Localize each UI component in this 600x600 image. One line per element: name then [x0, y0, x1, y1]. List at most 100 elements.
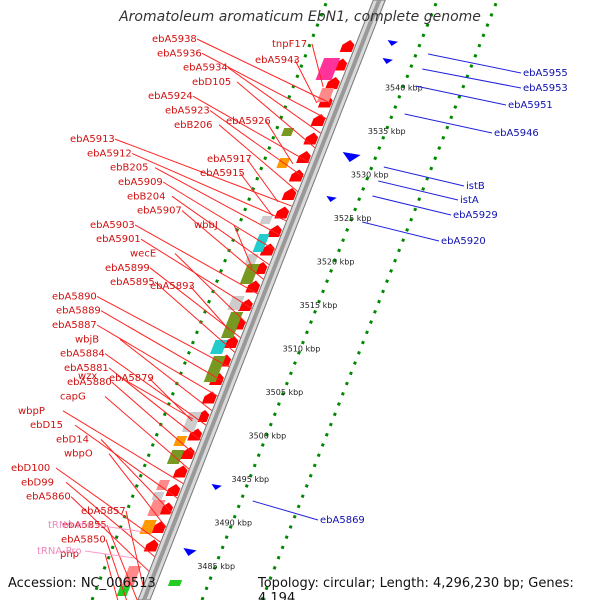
gene-label-left: ebA5887: [52, 320, 97, 331]
kbp-tick-label: 3540 kbp: [385, 84, 423, 93]
map-title: Aromatoleum aromaticum EbN1, complete ge…: [119, 9, 481, 25]
gene-label-leader: [55, 467, 161, 543]
gene-label-leader: [192, 95, 310, 163]
gene-label-leader: [65, 481, 155, 557]
gene-label-leader: [189, 285, 229, 330]
gene-label-left: ebA5936: [157, 48, 202, 59]
gene-label-left: ebA5857: [81, 506, 126, 517]
gene-label-left: ebD15: [30, 420, 63, 431]
gene-label-left: ebA5938: [152, 34, 197, 45]
accession-text: Accession: NC_006513: [8, 576, 156, 591]
gene-label-leader: [119, 338, 213, 411]
forward-gene-arrow: [310, 114, 326, 126]
gene-label-leader: [246, 158, 279, 203]
feature-block: [147, 500, 166, 516]
gene-label-leader: [227, 67, 321, 134]
reverse-gene-arrow: [382, 58, 393, 64]
feature-block: [121, 566, 142, 586]
feature-block: [156, 480, 170, 490]
gene-label-leader: [104, 553, 119, 600]
kbp-tick-label: 3515 kbp: [300, 301, 338, 310]
gene-label-left: pnp: [60, 549, 79, 560]
kbp-tick-label: 3495 kbp: [231, 475, 269, 484]
forward-gene-arrow: [325, 77, 340, 89]
gene-label-left: ebA5850: [61, 535, 106, 546]
gene-label-leader: [117, 375, 194, 420]
forward-gene-arrow: [296, 151, 311, 163]
gene-label-leader: [114, 138, 293, 207]
gene-label-leader: [239, 172, 273, 217]
gene-label-leader: [294, 59, 318, 104]
feature-block: [281, 128, 295, 136]
gene-label-left: ebA5880: [67, 377, 112, 388]
gene-label-mid: wzx: [78, 371, 97, 382]
reverse-gene-arrow: [211, 484, 222, 490]
gene-label-left: ebA5899: [105, 263, 150, 274]
gene-label-right: ebA5929: [453, 210, 498, 221]
gene-label-left: ebA5923: [165, 106, 210, 117]
dotted-guide-left: [90, 0, 329, 600]
feature-block: [151, 492, 165, 500]
reverse-gene-arrow: [183, 548, 197, 556]
gene-label-mid: wbbJ: [194, 220, 218, 231]
gene-label-left: ebA5934: [183, 63, 228, 74]
forward-gene-arrow: [259, 243, 275, 256]
gene-label-left: ebA5901: [96, 234, 141, 245]
kbp-tick-label: 3520 kbp: [317, 258, 355, 267]
gene-label-left: ebA5912: [87, 148, 132, 159]
gene-label-right: istB: [466, 181, 485, 192]
kbp-tick-label: 3490 kbp: [214, 519, 252, 528]
feature-block: [315, 58, 341, 80]
kbp-tick-label: 3510 kbp: [283, 345, 321, 354]
gene-label-leader: [105, 539, 128, 600]
gene-label-left: ebA5881: [64, 363, 109, 374]
gene-label-left: ebA5903: [90, 220, 135, 231]
forward-gene-arrow: [274, 206, 290, 219]
gene-label-mid: ebA5915: [200, 168, 245, 179]
gene-label-leader: [428, 53, 522, 74]
gene-label-left: wbpP: [18, 406, 45, 417]
gene-label-leader: [70, 496, 150, 572]
forward-gene-arrow: [187, 428, 203, 441]
feature-block: [167, 580, 183, 586]
kbp-tick-label: 3505 kbp: [266, 388, 304, 397]
gene-label-leader: [111, 381, 195, 455]
forward-gene-arrow: [303, 132, 319, 145]
rna-label: tRNA-His: [48, 520, 92, 531]
gene-label-leader: [383, 166, 465, 187]
gene-label-left: ebA5889: [56, 306, 101, 317]
gene-label-right: ebA5869: [320, 515, 365, 526]
gene-label-mid: ebA5917: [207, 154, 252, 165]
reverse-gene-arrow: [342, 152, 361, 162]
gene-label-left: ebA5907: [137, 206, 182, 217]
forward-gene-arrow: [339, 40, 355, 52]
genome-summary-text: Topology: circular; Length: 4,296,230 bp…: [258, 576, 574, 600]
forward-gene-arrow: [143, 539, 159, 552]
gene-label-leader: [106, 525, 138, 600]
gene-label-left: ebA5884: [60, 349, 105, 360]
gene-label-left: ebA5890: [52, 291, 97, 302]
gene-label-leader: [134, 224, 258, 295]
genome-backbone-core: [142, 0, 382, 600]
gene-label-mid: tnpF17: [272, 39, 307, 50]
gene-label-leader: [96, 295, 230, 368]
gene-label-right: istA: [460, 195, 479, 206]
forward-gene-arrow: [281, 188, 297, 200]
rna-label-leader: [84, 550, 135, 559]
gene-label-left: ebD105: [192, 77, 231, 88]
kbp-tick-label: 3535 kbp: [368, 127, 406, 136]
gene-label-leader: [104, 396, 190, 470]
gene-label-leader: [252, 500, 319, 521]
gene-label-leader: [404, 113, 493, 134]
gene-label-mid: ebA5943: [255, 55, 300, 66]
feature-block: [227, 296, 245, 310]
gene-label-leader: [108, 453, 167, 528]
gene-label-left: ebD100: [11, 463, 50, 474]
gene-label-leader: [162, 181, 276, 251]
gene-label-mid: ebA5926: [226, 116, 271, 127]
feature-block: [259, 216, 273, 224]
gene-label-right: ebA5946: [494, 128, 539, 139]
kbp-tick-label: 3530 kbp: [351, 171, 389, 180]
gene-label-leader: [74, 424, 178, 499]
kbp-tick-label: 3500 kbp: [249, 432, 287, 441]
